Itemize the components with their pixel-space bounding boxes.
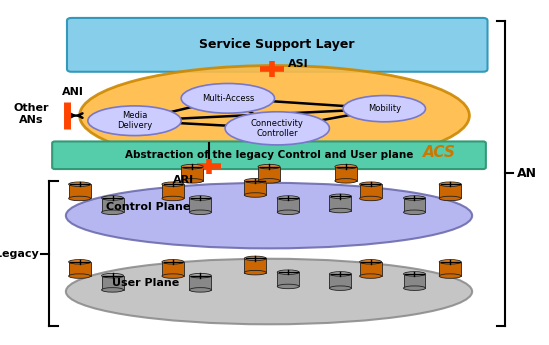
Ellipse shape xyxy=(66,259,472,324)
FancyBboxPatch shape xyxy=(52,141,486,169)
Bar xyxy=(439,184,461,198)
Bar xyxy=(329,274,351,288)
Bar xyxy=(102,276,124,290)
Text: ANI: ANI xyxy=(61,87,83,97)
Ellipse shape xyxy=(102,273,124,278)
Bar xyxy=(329,196,351,210)
Ellipse shape xyxy=(329,286,351,290)
Text: Connectivity
Controller: Connectivity Controller xyxy=(251,119,304,138)
Bar xyxy=(189,276,211,290)
Ellipse shape xyxy=(102,210,124,215)
Ellipse shape xyxy=(244,270,266,275)
Ellipse shape xyxy=(225,112,329,145)
Text: Abstraction of the legacy Control and User plane: Abstraction of the legacy Control and Us… xyxy=(125,150,413,160)
Ellipse shape xyxy=(69,274,91,278)
Ellipse shape xyxy=(439,274,461,278)
Bar xyxy=(69,262,91,276)
Ellipse shape xyxy=(277,196,299,200)
Bar xyxy=(258,167,280,181)
Text: Service Support Layer: Service Support Layer xyxy=(199,38,355,51)
Bar xyxy=(181,167,203,181)
Ellipse shape xyxy=(244,256,266,261)
Bar xyxy=(162,184,184,198)
Bar xyxy=(439,262,461,276)
Text: Multi-Access: Multi-Access xyxy=(201,94,254,103)
Text: ACS: ACS xyxy=(423,146,456,160)
Ellipse shape xyxy=(181,179,203,183)
Ellipse shape xyxy=(162,259,184,264)
Ellipse shape xyxy=(404,196,425,200)
Ellipse shape xyxy=(329,208,351,213)
Ellipse shape xyxy=(439,259,461,264)
Ellipse shape xyxy=(102,196,124,200)
Ellipse shape xyxy=(360,259,382,264)
Ellipse shape xyxy=(88,106,181,136)
Ellipse shape xyxy=(258,164,280,169)
Ellipse shape xyxy=(277,284,299,289)
Ellipse shape xyxy=(277,210,299,215)
Ellipse shape xyxy=(439,196,461,201)
Text: ASI: ASI xyxy=(288,59,309,69)
Ellipse shape xyxy=(343,96,425,122)
Ellipse shape xyxy=(258,179,280,183)
Ellipse shape xyxy=(181,164,203,169)
Ellipse shape xyxy=(69,259,91,264)
Text: AN: AN xyxy=(517,167,537,180)
Bar xyxy=(162,262,184,276)
FancyBboxPatch shape xyxy=(67,18,488,72)
Bar xyxy=(69,184,91,198)
Ellipse shape xyxy=(404,210,425,215)
Bar xyxy=(244,258,266,273)
Ellipse shape xyxy=(439,182,461,186)
Text: User Plane: User Plane xyxy=(112,278,179,288)
Ellipse shape xyxy=(69,182,91,186)
Text: Media
Delivery: Media Delivery xyxy=(117,111,152,130)
Ellipse shape xyxy=(162,182,184,186)
Ellipse shape xyxy=(181,83,274,113)
Text: Control Plane: Control Plane xyxy=(106,202,191,212)
Bar xyxy=(335,167,357,181)
Text: Legacy: Legacy xyxy=(0,249,38,258)
Bar xyxy=(244,181,266,195)
Ellipse shape xyxy=(244,179,266,183)
Ellipse shape xyxy=(360,196,382,201)
Ellipse shape xyxy=(189,196,211,200)
Ellipse shape xyxy=(189,288,211,292)
Ellipse shape xyxy=(277,270,299,275)
Bar xyxy=(360,262,382,276)
Text: Mobility: Mobility xyxy=(368,104,401,113)
Ellipse shape xyxy=(335,164,357,169)
Ellipse shape xyxy=(244,193,266,197)
Ellipse shape xyxy=(404,272,425,276)
Ellipse shape xyxy=(360,182,382,186)
Ellipse shape xyxy=(335,179,357,183)
Ellipse shape xyxy=(189,210,211,215)
Bar xyxy=(189,198,211,212)
Bar xyxy=(102,198,124,212)
Ellipse shape xyxy=(66,183,472,248)
Text: Other
ANs: Other ANs xyxy=(14,103,49,125)
Ellipse shape xyxy=(102,288,124,292)
Bar xyxy=(277,198,299,212)
Bar xyxy=(404,274,425,288)
Ellipse shape xyxy=(80,66,469,166)
Ellipse shape xyxy=(162,196,184,201)
Ellipse shape xyxy=(189,273,211,278)
Ellipse shape xyxy=(162,274,184,278)
Ellipse shape xyxy=(329,194,351,199)
Text: ARI: ARI xyxy=(173,175,194,185)
Ellipse shape xyxy=(404,286,425,290)
Ellipse shape xyxy=(329,272,351,276)
Ellipse shape xyxy=(360,274,382,278)
Bar xyxy=(277,272,299,286)
Ellipse shape xyxy=(69,196,91,201)
Bar xyxy=(404,198,425,212)
Bar xyxy=(360,184,382,198)
